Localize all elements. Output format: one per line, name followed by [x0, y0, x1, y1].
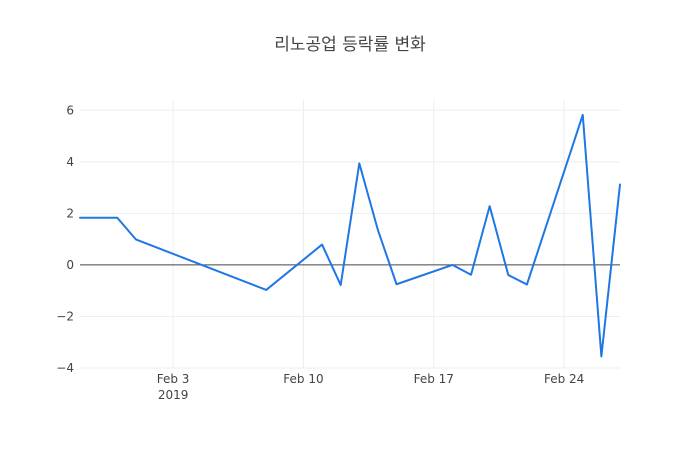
- x-tick-label: Feb 3: [157, 372, 190, 386]
- y-tick-label: 6: [66, 103, 74, 117]
- x-tick-label: Feb 24: [544, 372, 584, 386]
- gridlines: [80, 100, 620, 369]
- x-tick-year-label: 2019: [158, 388, 189, 402]
- chart-title: 리노공업 등락률 변화: [274, 35, 426, 55]
- y-tick-label: −4: [56, 361, 74, 375]
- y-tick-label: 2: [66, 206, 74, 220]
- x-tick-label: Feb 10: [283, 372, 323, 386]
- y-tick-label: 4: [66, 155, 74, 169]
- y-tick-label: −2: [56, 309, 74, 323]
- x-tick-label: Feb 17: [414, 372, 454, 386]
- series-layer: [79, 113, 621, 358]
- axis-labels: 6 4 2 0 −2 −4 Feb 3 Feb 10 Feb 17 Feb 24 2019: [56, 103, 584, 402]
- y-tick-label: 0: [66, 258, 74, 272]
- series-line: [79, 113, 621, 358]
